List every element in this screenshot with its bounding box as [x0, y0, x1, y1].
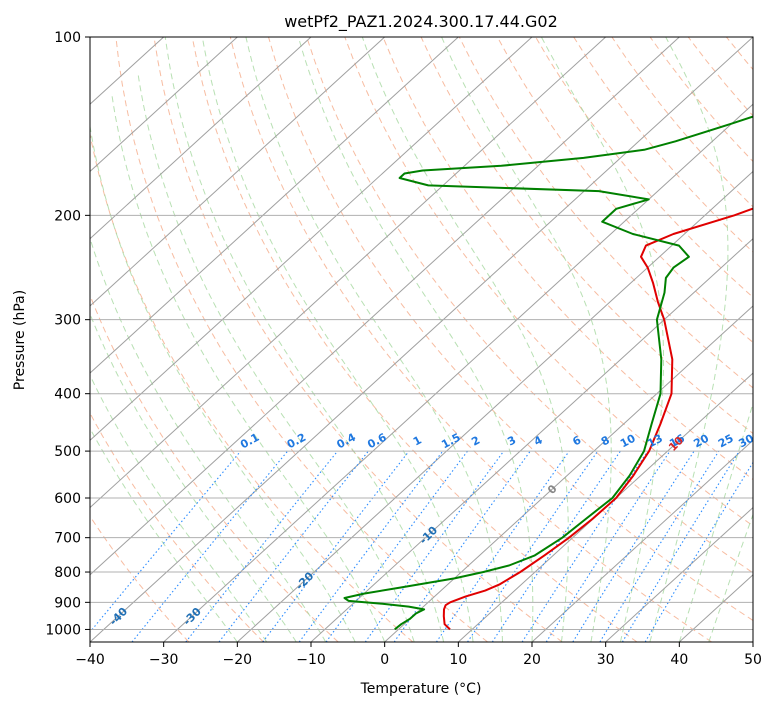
moist-adiabat-line — [708, 513, 753, 642]
isotherm-line — [90, 37, 680, 576]
pressure-grid — [90, 37, 753, 630]
mixing-ratio-line — [491, 450, 621, 642]
moist-adiabat-line — [441, 37, 612, 642]
y-tick-label: 200 — [54, 208, 81, 224]
moist-adiabat-line — [137, 72, 415, 642]
moist-adiabat-line — [245, 37, 503, 642]
isotherm-line — [457, 372, 753, 642]
chart-title: wetPf2_PAZ1.2024.300.17.44.G02 — [284, 12, 558, 32]
mixing-ratio-line — [621, 450, 740, 642]
y-tick-label: 600 — [54, 491, 81, 507]
y-tick-label: 500 — [54, 444, 81, 460]
dry-adiabat-line — [496, 37, 753, 344]
isotherm-line — [90, 37, 607, 509]
moist-adiabat-line — [90, 123, 356, 642]
y-tick-label: 100 — [54, 30, 81, 46]
mixing-ratio-line — [572, 450, 695, 642]
mixing-ratio-label: 13 — [645, 432, 665, 451]
dry-adiabat-line — [306, 37, 753, 574]
x-tick-label: 30 — [597, 652, 615, 668]
y-axis-label: Pressure (hPa) — [12, 290, 28, 390]
mixing-ratio-line — [298, 450, 444, 642]
isotherm-line — [605, 506, 753, 642]
y-tick-label: 900 — [54, 595, 81, 611]
x-tick-label: 10 — [449, 652, 467, 668]
mixing-ratio-label: 30 — [736, 432, 756, 451]
mixing-ratio-label: 10 — [618, 432, 638, 451]
profile-lines — [343, 115, 753, 631]
moist-adiabat-line — [649, 37, 729, 642]
x-tick-label: 0 — [380, 652, 389, 668]
x-tick-label: −20 — [223, 652, 253, 668]
moist-adiabat-line — [678, 401, 753, 642]
mixing-ratio-label: 25 — [716, 432, 736, 451]
moist-adiabat-line — [90, 427, 238, 642]
y-tick-label: 800 — [54, 565, 81, 581]
moist-adiabat-line — [90, 374, 268, 642]
isotherm-line — [90, 37, 753, 642]
isotherm-line — [90, 37, 238, 173]
dry-adiabat-line — [191, 37, 638, 642]
dry-adiabat-line — [90, 515, 190, 642]
x-tick-label: 50 — [744, 652, 762, 668]
y-tick-label: 700 — [54, 531, 81, 547]
mixing-ratio-line — [545, 450, 671, 642]
isotherm-line — [90, 37, 386, 307]
x-axis-label: Temperature (°C) — [360, 681, 482, 697]
dry-adiabat-line — [535, 37, 753, 298]
plot-frame — [89, 36, 754, 643]
x-tick-label: 20 — [523, 652, 541, 668]
dewpoint-line — [343, 115, 753, 631]
dry-adiabat-line — [115, 37, 488, 642]
y-tick-label: 1000 — [45, 622, 81, 638]
x-tick-label: −10 — [296, 652, 326, 668]
mixing-ratio-line — [364, 450, 505, 642]
mixing-ratio-line — [185, 450, 339, 642]
mixing-ratio-line — [467, 450, 599, 642]
isotherm-line — [163, 103, 753, 642]
isotherm-line — [90, 37, 312, 240]
mixing-ratio-label: 20 — [691, 432, 711, 451]
temperature-line — [442, 207, 753, 631]
dry-adiabat-line — [268, 37, 753, 622]
dry-adiabat-line — [90, 131, 414, 642]
isotherm-line — [236, 170, 753, 642]
dry-adiabat-line — [382, 37, 753, 481]
isotherm-line — [531, 439, 753, 642]
moist-adiabat-line — [111, 94, 386, 642]
mixing-ratio-line — [131, 450, 289, 642]
y-tick-label: 300 — [54, 313, 81, 329]
mixing-ratio-line — [90, 450, 242, 633]
background-lines — [90, 37, 753, 642]
dry-adiabat-line — [153, 37, 563, 642]
x-tick-label: 40 — [670, 652, 688, 668]
moist-adiabat-line — [201, 37, 474, 642]
isotherm-line — [384, 305, 753, 642]
isotherm-line — [90, 37, 533, 442]
mixing-ratio-line — [325, 450, 468, 642]
x-tick-label: −30 — [149, 652, 179, 668]
mixing-ratio-line — [435, 450, 570, 642]
moist-adiabat-line — [540, 37, 664, 642]
moist-adiabat-line — [164, 37, 445, 642]
x-tick-label: −40 — [75, 652, 105, 668]
moist-adiabat-line — [297, 37, 534, 642]
mixing-ratio-line — [262, 450, 410, 642]
y-tick-label: 400 — [54, 387, 81, 403]
isotherm-line — [310, 237, 753, 642]
dry-adiabat-line — [90, 412, 264, 642]
axis-ticks: −40 −30 −20 −10 0 10 20 30 40 50 1000 900 800 700 600 5… — [45, 30, 762, 668]
moist-adiabat-line — [361, 37, 569, 642]
isotherm-line — [90, 37, 459, 374]
mixing-ratio-label: 16 — [667, 432, 687, 451]
